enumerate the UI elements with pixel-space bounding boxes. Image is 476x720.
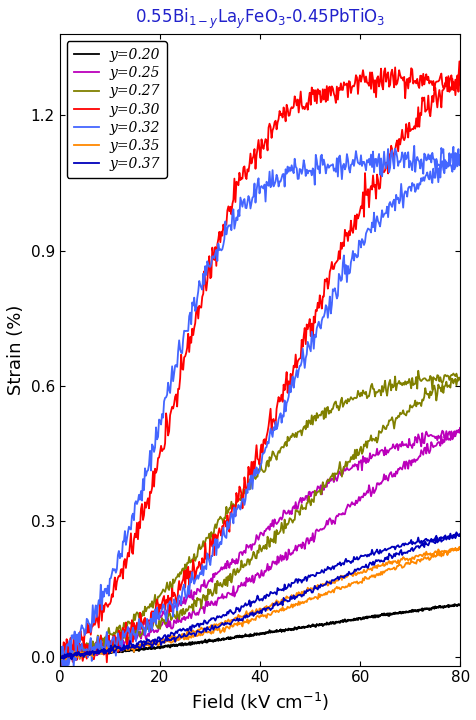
y=0.32 [347, 269, 352, 277]
y=0.27 [106, 624, 111, 632]
y=0.35 [369, 572, 375, 581]
y=0.27 [66, 657, 71, 665]
y=0.30 [456, 57, 461, 66]
Line: y=0.35: y=0.35 [60, 547, 459, 660]
y=0.20 [391, 610, 397, 618]
y=0.37 [391, 552, 397, 561]
Title: 0.55Bi$_{1-y}$La$_y$FeO$_3$-0.45PbTiO$_3$: 0.55Bi$_{1-y}$La$_y$FeO$_3$-0.45PbTiO$_3… [135, 7, 385, 31]
y=0.35 [390, 563, 396, 572]
y=0.32 [57, 650, 62, 659]
y=0.27 [415, 366, 420, 375]
y=0.27 [57, 652, 62, 661]
y=0.37 [249, 608, 255, 617]
y=0.25 [249, 571, 255, 580]
Line: y=0.20: y=0.20 [60, 604, 459, 657]
y=0.30 [167, 594, 173, 603]
y=0.20 [456, 600, 462, 608]
y=0.30 [370, 182, 376, 191]
y=0.35 [456, 543, 461, 552]
y=0.35 [57, 652, 62, 660]
y=0.20 [347, 616, 352, 624]
y=0.37 [106, 644, 111, 653]
y=0.20 [106, 649, 111, 658]
y=0.20 [167, 641, 173, 649]
Y-axis label: Strain (%): Strain (%) [7, 305, 25, 395]
y=0.32 [391, 206, 397, 215]
y=0.32 [60, 664, 65, 672]
y=0.30 [57, 652, 62, 661]
y=0.35 [57, 652, 62, 661]
y=0.32 [249, 485, 255, 493]
y=0.35 [345, 580, 351, 588]
Line: y=0.30: y=0.30 [60, 61, 459, 669]
y=0.25 [106, 639, 111, 648]
y=0.25 [347, 503, 352, 511]
y=0.37 [69, 655, 74, 664]
y=0.35 [63, 655, 69, 664]
y=0.35 [107, 647, 112, 656]
y=0.20 [370, 613, 376, 621]
Legend: y=0.20, y=0.25, y=0.27, y=0.30, y=0.32, y=0.35, y=0.37: y=0.20, y=0.25, y=0.27, y=0.30, y=0.32, … [67, 41, 167, 178]
Line: y=0.37: y=0.37 [60, 532, 459, 660]
y=0.25 [65, 659, 70, 667]
y=0.32 [370, 208, 376, 217]
y=0.20 [249, 631, 255, 640]
y=0.32 [57, 651, 62, 660]
Line: y=0.25: y=0.25 [60, 428, 459, 663]
y=0.30 [57, 649, 62, 658]
y=0.30 [249, 474, 255, 482]
Line: y=0.27: y=0.27 [60, 371, 459, 661]
y=0.30 [347, 231, 352, 240]
X-axis label: Field (kV cm$^{-1}$): Field (kV cm$^{-1}$) [190, 691, 328, 713]
y=0.27 [347, 458, 352, 467]
y=0.37 [57, 652, 62, 660]
y=0.32 [410, 142, 416, 150]
y=0.30 [59, 665, 64, 673]
y=0.30 [106, 600, 111, 608]
y=0.25 [57, 652, 62, 661]
y=0.25 [167, 617, 173, 626]
y=0.27 [167, 609, 173, 618]
y=0.25 [456, 423, 462, 432]
y=0.37 [347, 570, 352, 578]
y=0.27 [391, 417, 397, 426]
y=0.20 [57, 652, 62, 661]
y=0.37 [453, 528, 458, 536]
y=0.20 [57, 652, 62, 660]
y=0.30 [391, 146, 397, 155]
y=0.37 [57, 652, 62, 660]
y=0.35 [166, 637, 172, 646]
y=0.25 [391, 472, 397, 481]
y=0.27 [249, 552, 255, 561]
y=0.20 [63, 652, 69, 661]
y=0.27 [370, 435, 376, 444]
y=0.32 [167, 597, 173, 606]
y=0.25 [370, 489, 376, 498]
y=0.27 [57, 652, 62, 661]
y=0.35 [248, 615, 254, 624]
y=0.25 [57, 649, 62, 658]
y=0.37 [370, 561, 376, 570]
y=0.37 [167, 636, 173, 644]
Line: y=0.32: y=0.32 [60, 146, 459, 668]
y=0.32 [106, 591, 111, 600]
